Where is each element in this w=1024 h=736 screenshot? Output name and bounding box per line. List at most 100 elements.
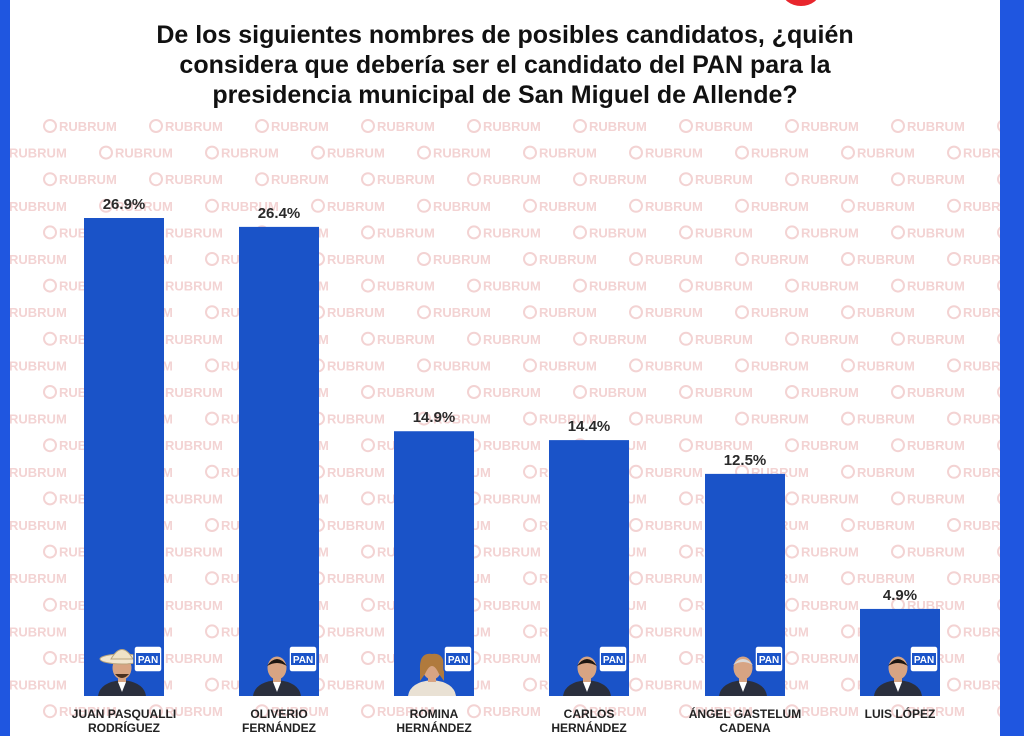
watermark-mark: RUBRUM [679,438,753,453]
svg-text:RUBRUM: RUBRUM [589,119,647,134]
svg-text:RUBRUM: RUBRUM [907,119,965,134]
svg-text:RUBRUM: RUBRUM [10,305,67,320]
watermark-mark: RUBRUM [679,704,753,719]
svg-text:RUBRUM: RUBRUM [907,225,965,240]
svg-text:RUBRUM: RUBRUM [165,385,223,400]
svg-text:RUBRUM: RUBRUM [10,518,67,533]
svg-text:RUBRUM: RUBRUM [801,119,859,134]
watermark-mark: RUBRUM [573,225,647,240]
watermark-mark: RUBRUM [573,704,647,719]
watermark-mark: RUBRUM [10,225,11,240]
bar-value-label: 26.4% [258,205,301,222]
watermark-mark: RUBRUM [891,332,965,347]
watermark-mark: RUBRUM [10,332,11,347]
watermark-mark: RUBRUM [10,358,67,373]
watermark-mark: RUBRUM [573,385,647,400]
svg-text:RUBRUM: RUBRUM [327,518,385,533]
svg-text:RUBRUM: RUBRUM [801,279,859,294]
watermark-mark: RUBRUM [10,651,11,666]
bar-group: 4.9% PAN LUIS LÓPEZ [860,587,940,721]
watermark-mark: RUBRUM [629,464,703,480]
svg-text:RUBRUM: RUBRUM [695,438,753,453]
candidate-name-label: HERNÁNDEZ [551,720,626,735]
svg-text:RUBRUM: RUBRUM [963,412,1000,427]
watermark-mark: RUBRUM [10,385,11,400]
watermark-mark: RUBRUM [735,305,809,320]
svg-text:RUBRUM: RUBRUM [377,385,435,400]
watermark-mark: RUBRUM [841,252,915,267]
watermark-mark: RUBRUM [523,305,597,320]
svg-text:RUBRUM: RUBRUM [801,438,859,453]
svg-text:RUBRUM: RUBRUM [327,358,385,373]
watermark-mark: RUBRUM [891,119,965,134]
svg-text:RUBRUM: RUBRUM [963,199,1000,214]
svg-text:RUBRUM: RUBRUM [377,332,435,347]
watermark-mark: RUBRUM [467,332,541,347]
watermark-mark: RUBRUM [523,145,597,161]
svg-text:RUBRUM: RUBRUM [165,438,223,453]
svg-text:RUBRUM: RUBRUM [857,305,915,320]
watermark-mark: RUBRUM [361,172,435,187]
watermark-mark: RUBRUM [947,198,1000,214]
svg-text:RUBRUM: RUBRUM [433,252,491,267]
pan-logo-text: PAN [603,655,623,666]
candidate-name-label: HERNÁNDEZ [396,720,471,735]
svg-text:RUBRUM: RUBRUM [483,279,541,294]
svg-text:RUBRUM: RUBRUM [801,225,859,240]
watermark-mark: RUBRUM [629,571,703,586]
watermark-mark: RUBRUM [10,571,67,586]
watermark-mark: RUBRUM [10,252,67,267]
svg-text:RUBRUM: RUBRUM [589,279,647,294]
watermark-mark: RUBRUM [10,704,11,719]
watermark-mark: RUBRUM [467,385,541,400]
watermark-mark: RUBRUM [523,252,597,267]
svg-text:RUBRUM: RUBRUM [801,332,859,347]
svg-text:RUBRUM: RUBRUM [645,252,703,267]
svg-text:RUBRUM: RUBRUM [645,199,703,214]
svg-text:RUBRUM: RUBRUM [327,624,385,639]
svg-text:RUBRUM: RUBRUM [539,358,597,373]
watermark-mark: RUBRUM [573,278,647,294]
svg-text:RUBRUM: RUBRUM [10,172,11,187]
watermark-mark: RUBRUM [841,198,915,214]
watermark-mark: RUBRUM [10,491,11,506]
svg-text:RUBRUM: RUBRUM [645,412,703,427]
svg-text:RUBRUM: RUBRUM [695,332,753,347]
svg-text:RUBRUM: RUBRUM [857,412,915,427]
watermark-mark: RUBRUM [891,385,965,400]
svg-text:RUBRUM: RUBRUM [589,332,647,347]
watermark-mark: RUBRUM [467,119,541,134]
svg-text:RUBRUM: RUBRUM [695,385,753,400]
watermark-mark: RUBRUM [841,305,915,320]
svg-text:RUBRUM: RUBRUM [751,252,809,267]
watermark-mark: RUBRUM [573,172,647,187]
svg-text:RUBRUM: RUBRUM [857,358,915,373]
svg-text:RUBRUM: RUBRUM [165,119,223,134]
watermark-mark: RUBRUM [10,119,11,134]
watermark-mark: RUBRUM [361,278,435,294]
svg-text:RUBRUM: RUBRUM [801,491,859,506]
svg-text:RUBRUM: RUBRUM [907,438,965,453]
svg-text:RUBRUM: RUBRUM [10,279,11,294]
watermark-mark: RUBRUM [785,278,859,294]
svg-text:RUBRUM: RUBRUM [327,571,385,586]
watermark-mark: RUBRUM [311,198,385,214]
watermark-mark: RUBRUM [947,145,1000,161]
watermark-mark: RUBRUM [467,225,541,240]
svg-text:RUBRUM: RUBRUM [751,146,809,161]
svg-text:RUBRUM: RUBRUM [907,172,965,187]
svg-text:RUBRUM: RUBRUM [695,704,753,719]
watermark-mark: RUBRUM [947,411,1000,427]
watermark-mark: RUBRUM [629,305,703,320]
watermark-mark: RUBRUM [947,305,1000,320]
svg-text:RUBRUM: RUBRUM [857,465,915,480]
svg-text:RUBRUM: RUBRUM [907,332,965,347]
watermark-mark: RUBRUM [735,198,809,214]
watermark-mark: RUBRUM [735,358,809,373]
watermark-mark: RUBRUM [43,704,117,719]
svg-text:RUBRUM: RUBRUM [801,172,859,187]
svg-text:RUBRUM: RUBRUM [645,358,703,373]
svg-text:RUBRUM: RUBRUM [483,172,541,187]
pan-logo-icon: PAN [754,645,784,673]
